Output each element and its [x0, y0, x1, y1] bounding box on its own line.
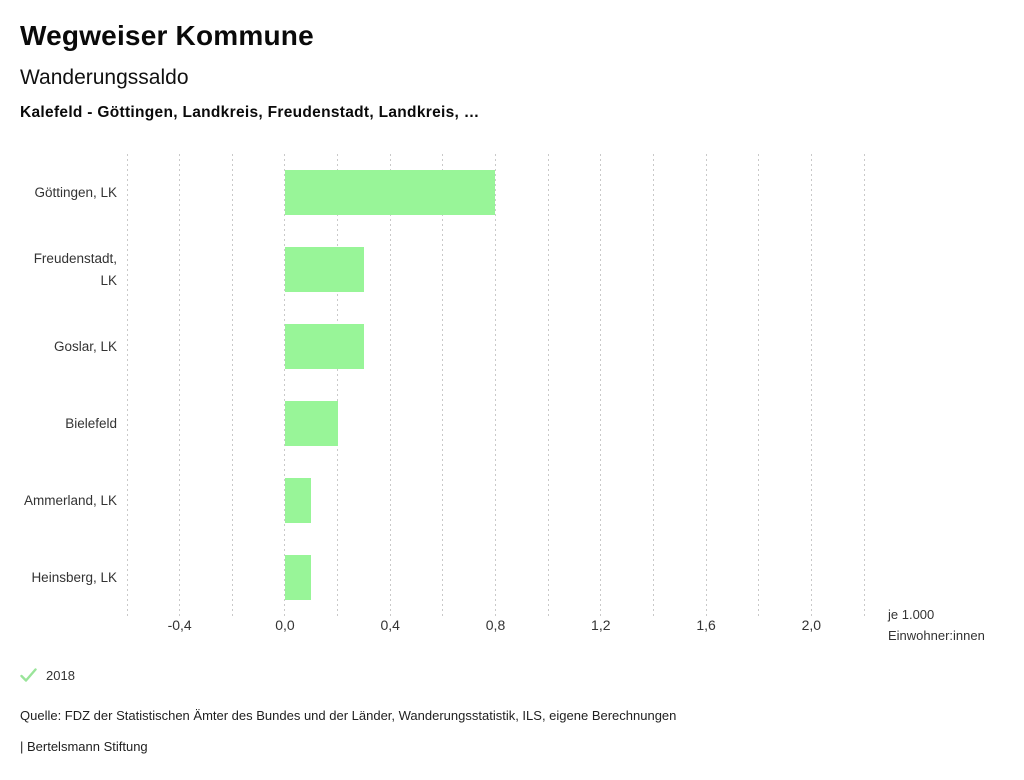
source-line: Quelle: FDZ der Statistischen Ämter des …	[20, 708, 677, 723]
category-label: Freudenstadt, LK	[33, 250, 117, 288]
gridline	[284, 154, 286, 616]
gridline	[810, 154, 812, 616]
x-tick-label: -0,4	[167, 617, 192, 633]
category-label: Bielefeld	[65, 415, 117, 431]
gridline	[705, 154, 707, 616]
x-axis-ticks: -0,4 0,0 0,4 0,8 1,2 1,6 2,0	[127, 617, 864, 635]
gridline	[600, 154, 602, 616]
bar[interactable]	[284, 247, 364, 292]
bar[interactable]	[284, 401, 338, 446]
category-labels: Göttingen, LK Freudenstadt, LK Goslar, LK B…	[20, 154, 117, 616]
x-tick-label: 0,4	[380, 617, 400, 633]
x-tick-label: 2,0	[801, 617, 822, 633]
bar[interactable]	[284, 324, 364, 369]
bar[interactable]	[284, 169, 496, 215]
gridline	[389, 154, 391, 616]
bar[interactable]	[284, 554, 312, 600]
gridline	[179, 154, 181, 616]
x-tick-label: 0,8	[485, 617, 506, 633]
chart-subtitle: Kalefeld - Göttingen, Landkreis, Freuden…	[20, 104, 480, 121]
gridline	[126, 154, 128, 616]
bar[interactable]	[284, 478, 312, 523]
category-label: Heinsberg, LK	[31, 569, 117, 585]
category-label: Goslar, LK	[53, 338, 117, 354]
legend-year-label: 2018	[46, 668, 75, 683]
gridline	[863, 154, 865, 616]
gridline	[758, 154, 760, 616]
category-label: Ammerland, LK	[23, 492, 117, 508]
legend-item-2018[interactable]: 2018	[20, 668, 75, 683]
gridline	[652, 154, 654, 616]
x-tick-label: 0,0	[275, 617, 295, 633]
attribution-line: | Bertelsmann Stiftung	[20, 739, 148, 754]
plot-area	[126, 154, 865, 616]
check-icon	[20, 668, 37, 682]
gridline	[495, 154, 496, 616]
axis-unit-line2: Einwohner:innen	[888, 628, 985, 643]
x-tick-label: 1,6	[696, 617, 716, 633]
x-tick-label: 1,2	[591, 617, 611, 633]
gridline	[337, 154, 339, 616]
category-label: Göttingen, LK	[34, 184, 117, 200]
gridline	[231, 154, 233, 616]
axis-unit-label: je 1.000 Einwohner:innen	[888, 604, 985, 646]
axis-unit-line1: je 1.000	[888, 607, 935, 622]
gridline	[442, 154, 444, 616]
gridline	[547, 154, 549, 616]
app-title: Wegweiser Kommune	[20, 20, 314, 51]
chart-title: Wanderungssaldo	[20, 66, 189, 89]
